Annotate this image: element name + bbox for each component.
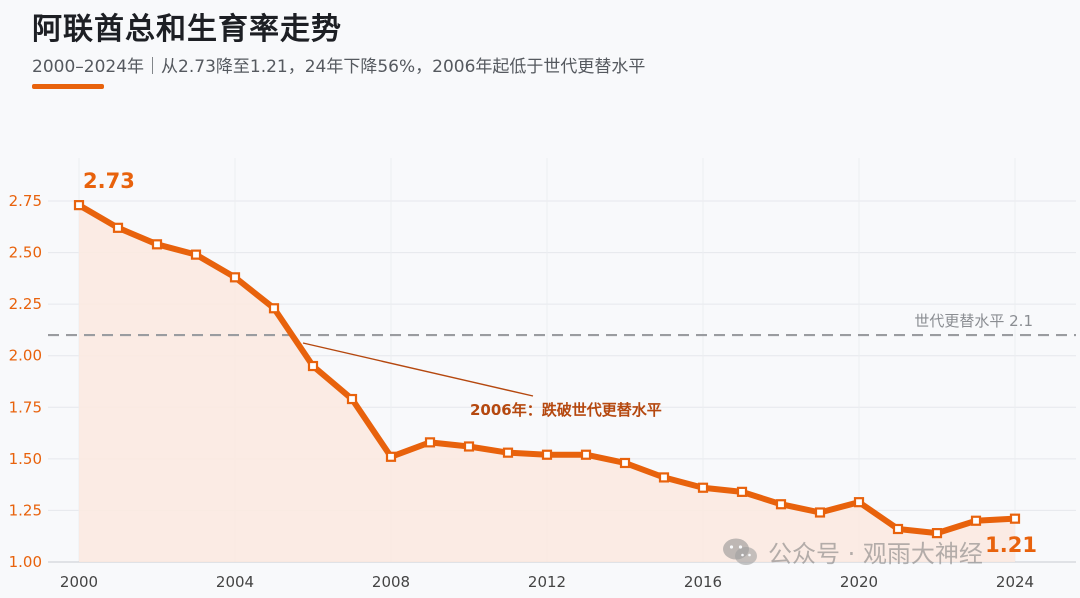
wechat-icon [723,538,757,565]
watermark-text: 公众号 · 观雨大神经 [768,540,983,568]
data-point [892,523,904,535]
data-point [229,272,241,283]
data-point [775,499,787,510]
data-point [463,441,475,452]
data-point [112,222,124,233]
data-point [541,449,553,460]
y-tick-label: 1.25 [9,501,42,519]
x-tick-label: 2012 [528,573,566,591]
y-tick-label: 2.25 [9,295,42,313]
y-tick-label: 1.50 [9,450,42,468]
data-point [658,472,670,483]
chart-title: 阿联酋总和生育率走势 [32,12,342,47]
annotation-leader-line [302,342,534,397]
data-point [1009,513,1021,524]
data-point [73,200,85,211]
data-point [931,528,943,539]
data-point [853,497,865,508]
area-fill [79,205,1015,562]
data-point [619,457,631,469]
data-point [502,447,514,458]
end-value-label: 1.21 [985,533,1037,557]
data-point [385,451,397,462]
data-point [424,437,436,448]
replacement-level-label: 世代更替水平 2.1 [914,312,1033,330]
data-point [151,239,163,250]
x-tick-label: 2004 [216,573,254,591]
chart-subtitle: 2000–2024年｜从2.73降至1.21，24年下降56%，2006年起低于… [32,57,646,77]
data-point [697,482,709,493]
x-tick-label: 2020 [840,573,878,591]
data-point [970,515,982,526]
x-tick-label: 2024 [996,573,1034,591]
title-accent-bar [32,84,104,89]
x-tick-label: 2000 [60,573,98,591]
data-point [307,360,319,372]
watermark: 公众号 · 观雨大神经 [722,534,983,569]
y-tick-label: 1.75 [9,398,42,416]
y-tick-label: 2.00 [9,347,42,365]
y-tick-label: 2.50 [9,244,42,262]
data-point [190,249,202,260]
annotation-label: 2006年：跌破世代更替水平 [470,401,662,419]
data-point [268,303,280,314]
data-point [346,393,358,405]
data-point [814,507,826,518]
data-point [736,486,748,497]
y-tick-label: 2.75 [9,192,42,210]
data-point [580,449,592,460]
x-tick-label: 2008 [372,573,410,591]
y-tick-label: 1.00 [9,553,42,571]
x-tick-label: 2016 [684,573,722,591]
start-value-label: 2.73 [83,169,135,193]
